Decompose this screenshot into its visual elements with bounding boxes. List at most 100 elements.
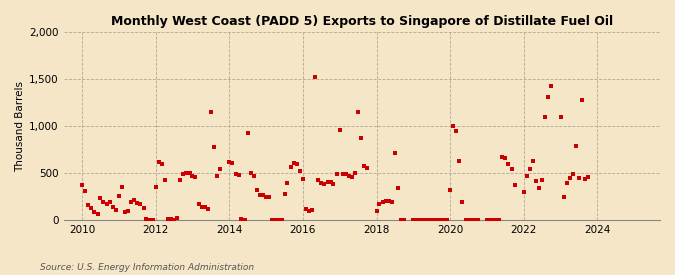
Point [362,166,373,170]
Text: Source: U.S. Energy Information Administration: Source: U.S. Energy Information Administ… [40,263,254,272]
Point [215,166,225,171]
Y-axis label: Thousand Barrels: Thousand Barrels [15,81,25,172]
Point [341,172,352,177]
Point [175,178,186,182]
Point [166,217,177,221]
Point [518,189,529,194]
Point [98,200,109,204]
Point [209,145,219,149]
Point [420,218,431,222]
Point [442,218,453,222]
Point [187,174,198,178]
Point [270,218,281,222]
Point [196,205,207,209]
Point [543,95,554,100]
Point [80,189,90,193]
Point [159,178,170,182]
Point [564,176,575,181]
Point [493,218,504,222]
Point [389,150,400,155]
Point [396,218,406,222]
Point [399,218,410,222]
Point [119,210,130,214]
Point [163,217,173,222]
Point [374,202,385,206]
Point [199,205,210,209]
Point [101,202,112,207]
Point [383,199,394,203]
Point [300,207,311,211]
Point [240,218,250,222]
Point [356,136,367,140]
Point [212,174,223,178]
Point [138,205,149,210]
Point [414,218,425,222]
Point [245,171,256,175]
Point [334,128,345,132]
Point [445,188,456,192]
Point [77,182,88,187]
Point [534,186,545,190]
Point [338,172,348,176]
Point [286,164,296,169]
Point [282,180,293,185]
Point [481,218,492,222]
Point [267,218,278,222]
Point [463,218,474,222]
Point [310,75,321,79]
Point [322,180,333,185]
Point [304,209,315,213]
Point [448,124,458,128]
Point [435,218,446,222]
Point [488,218,499,222]
Point [417,218,428,222]
Point [528,158,539,163]
Point [224,160,235,164]
Point [104,199,115,204]
Point [460,218,471,222]
Point [153,160,164,164]
Point [439,218,450,222]
Point [531,179,541,183]
Point [227,161,238,165]
Point [377,200,388,204]
Point [316,181,327,185]
Point [147,218,158,222]
Point [126,199,136,204]
Point [233,173,244,177]
Point [556,115,566,119]
Title: Monthly West Coast (PADD 5) Exports to Singapore of Distillate Fuel Oil: Monthly West Coast (PADD 5) Exports to S… [111,15,613,28]
Point [353,110,364,114]
Point [451,129,462,134]
Point [331,172,342,176]
Point [151,185,161,189]
Point [113,194,124,198]
Point [392,186,403,190]
Point [279,192,290,196]
Point [181,171,192,175]
Point [292,162,302,167]
Point [568,172,578,176]
Point [583,174,593,179]
Point [95,196,106,200]
Point [294,169,305,173]
Point [344,174,354,178]
Point [111,207,122,212]
Point [171,216,182,220]
Point [107,205,118,209]
Point [252,188,263,192]
Point [580,177,591,182]
Point [236,217,247,222]
Point [248,174,259,178]
Point [500,156,511,160]
Point [457,200,468,204]
Point [485,218,495,222]
Point [466,218,477,222]
Point [540,115,551,119]
Point [298,177,308,181]
Point [258,193,269,198]
Point [144,218,155,222]
Point [574,175,585,180]
Point [92,211,103,216]
Point [319,182,329,186]
